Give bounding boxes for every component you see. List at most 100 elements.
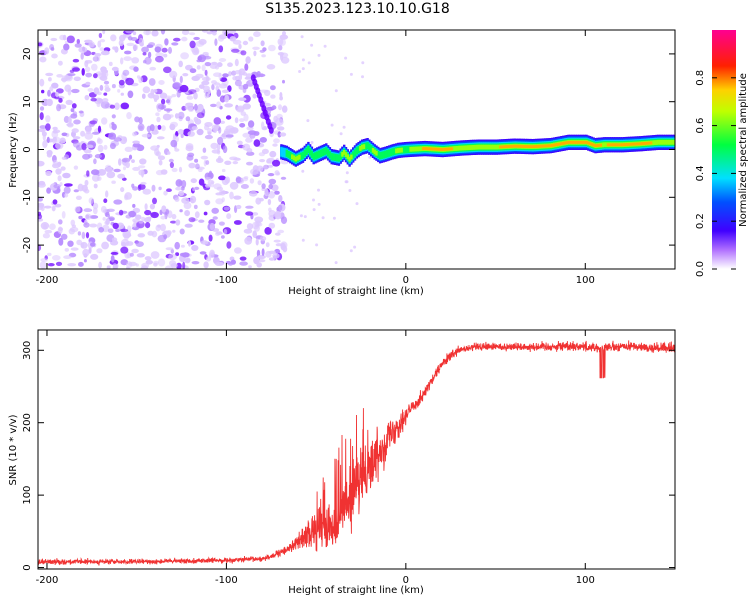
ridge-cell: [361, 144, 364, 150]
noise-speck: [204, 62, 211, 67]
ridge-cell: [597, 137, 601, 153]
noise-speck: [103, 47, 111, 52]
ridge-cell: [626, 136, 629, 153]
ridge-cell: [477, 143, 480, 151]
noise-speck: [71, 224, 76, 228]
ridge-cell: [486, 140, 489, 154]
noise-speck: [108, 61, 113, 67]
noise-speck: [120, 238, 130, 247]
noise-speck: [276, 252, 283, 261]
noise-speck: [256, 165, 264, 172]
ridge-cell: [423, 140, 427, 157]
noise-speck: [102, 98, 109, 103]
noise-speck: [150, 251, 160, 259]
ridge-cell: [639, 136, 642, 152]
noise-speck: [235, 104, 239, 111]
ridge-cell: [646, 138, 649, 148]
ridge-cell: [535, 145, 538, 148]
noise-speck: [49, 223, 56, 230]
noise-speck: [278, 195, 283, 203]
ridge-cell: [581, 134, 585, 150]
noise-speck: [275, 232, 281, 236]
ridge-cell: [296, 155, 299, 161]
noise-speck: [127, 36, 133, 41]
ridge-cell: [553, 141, 556, 149]
ridge-cell: [610, 142, 613, 148]
ridge-cell: [623, 141, 626, 149]
noise-speck: [142, 188, 152, 195]
noise-speck: [179, 75, 183, 84]
ridge-cell: [377, 148, 380, 161]
noise-speck: [65, 99, 73, 105]
ridge-cell: [551, 139, 554, 152]
ridge-cell: [477, 139, 480, 155]
noise-speck: [224, 31, 229, 37]
noise-speck: [258, 100, 267, 104]
noise-speck: [155, 52, 165, 58]
ridge-cell: [513, 138, 516, 154]
noise-speck: [222, 205, 231, 212]
noise-speck: [151, 184, 156, 192]
ridge-cell: [398, 142, 402, 158]
ridge-cell: [371, 142, 375, 158]
noise-speck: [180, 186, 185, 191]
ridge-cell: [605, 137, 608, 153]
ridge-cell: [343, 147, 346, 158]
noise-speck: [310, 43, 314, 47]
ridge-cell: [465, 140, 468, 156]
noise-speck: [191, 126, 198, 131]
noise-speck: [133, 131, 139, 136]
noise-speck: [100, 101, 110, 109]
noise-speck: [46, 149, 53, 156]
ridge-cell: [370, 145, 373, 153]
ridge-cell: [671, 137, 674, 148]
noise-speck: [215, 157, 224, 163]
ridge-cell: [465, 144, 468, 152]
ridge-cell: [431, 146, 434, 152]
ridge-cell: [434, 141, 437, 157]
noise-speck: [344, 180, 348, 184]
ridge-cell: [623, 142, 626, 147]
ridge-cell: [511, 141, 515, 152]
ridge-cell: [562, 138, 565, 149]
ridge-cell: [608, 142, 611, 148]
ridge-cell: [307, 143, 310, 156]
ridge-cell: [492, 140, 495, 154]
noise-speck: [211, 84, 215, 91]
noise-speck: [96, 98, 103, 104]
noise-speck: [52, 129, 58, 134]
ridge-cell: [640, 141, 644, 146]
ridge-cell: [486, 142, 489, 152]
ridge-cell: [579, 138, 583, 146]
ridge-cell: [472, 141, 475, 154]
noise-speck: [221, 168, 226, 173]
noise-speck: [321, 216, 325, 220]
noise-speck: [240, 50, 247, 56]
noise-speck: [75, 206, 83, 214]
noise-speck: [247, 130, 257, 135]
ridge-cell: [319, 149, 323, 157]
ridge-cell: [551, 143, 554, 147]
ridge-cell: [359, 142, 362, 155]
noise-speck: [303, 215, 307, 219]
noise-speck: [39, 125, 47, 130]
ridge-cell: [608, 141, 611, 149]
noise-speck: [43, 50, 49, 55]
ridge-cell: [500, 140, 504, 153]
ridge-cell: [639, 142, 642, 146]
ridge-cell: [569, 136, 572, 149]
ridge-cell: [615, 137, 619, 153]
ridge-cell: [502, 143, 506, 151]
noise-speck: [111, 250, 119, 256]
ridge-cell: [540, 138, 543, 154]
ridge-cell: [334, 152, 337, 163]
ridge-cell: [427, 142, 430, 155]
noise-speck: [58, 60, 63, 66]
ridge-cell: [558, 136, 561, 152]
noise-speck: [180, 244, 185, 248]
ridge-cell: [585, 138, 588, 146]
ridge-cell: [454, 143, 457, 154]
ridge-cell: [662, 138, 665, 146]
ridge-cell: [658, 136, 662, 149]
noise-speck: [141, 93, 146, 99]
